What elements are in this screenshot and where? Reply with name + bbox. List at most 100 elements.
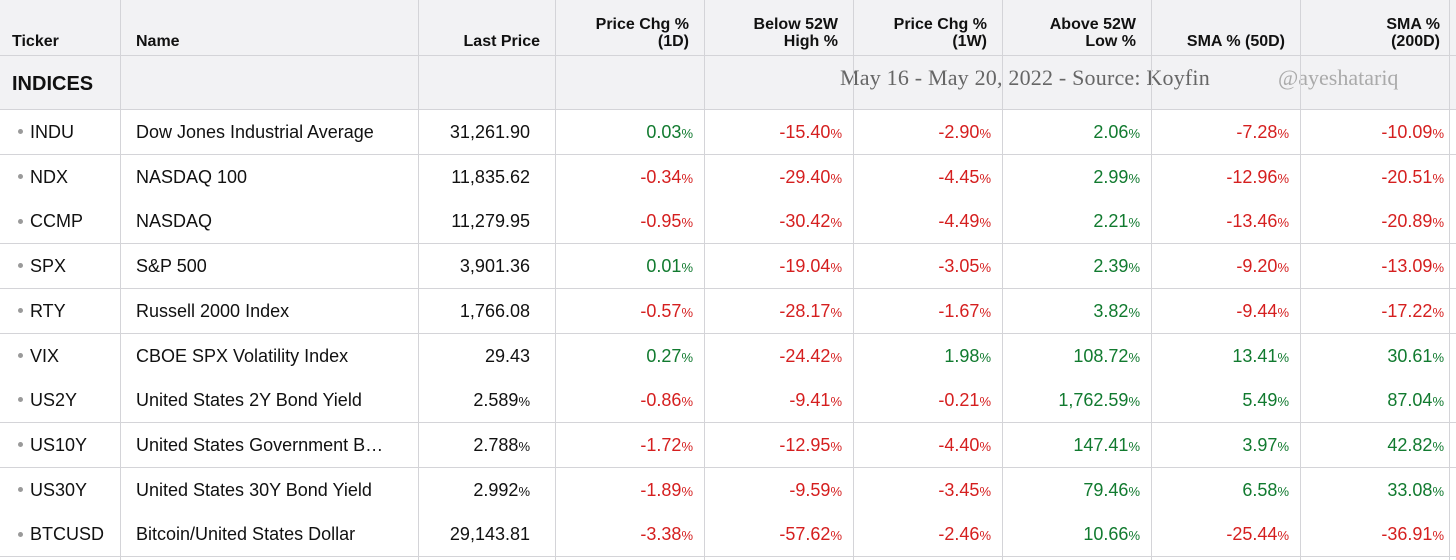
above52-value: 2.06 [1093, 122, 1129, 142]
column-divider [1449, 0, 1450, 560]
ticker-cell[interactable]: INDU [18, 110, 118, 154]
sma50-value: 5.49 [1242, 390, 1278, 411]
below52-cell: -29.40% [705, 155, 842, 199]
table-row[interactable]: NDX NASDAQ 100 11,835.62 -0.34% -29.40% -4.45… [0, 154, 1456, 200]
percent-suffix: % [681, 304, 693, 320]
above52-cell: 2.99% [1003, 155, 1140, 199]
percent-suffix: % [681, 126, 693, 141]
bullet-icon [18, 531, 23, 537]
sma200-value: -13.09 [1381, 256, 1433, 277]
ticker-symbol: INDU [30, 122, 74, 142]
chg1d-cell: 0.27% [556, 334, 693, 378]
percent-suffix: % [681, 215, 693, 231]
last-price-cell: 3,901.36 [420, 244, 530, 288]
above52-value: 2.39 [1093, 256, 1129, 277]
below52-value: -9.41 [789, 390, 831, 411]
above52-value: 2.21 [1093, 211, 1129, 232]
chg1w-cell: 1.98% [854, 334, 991, 378]
column-header[interactable]: Last Price [418, 0, 540, 56]
sma200-value: 42.82 [1387, 434, 1433, 455]
sma200-cell: 30.61% [1301, 334, 1444, 378]
ticker-cell[interactable]: BTCUSD [18, 512, 118, 556]
percent-suffix: % [1432, 483, 1444, 499]
column-header[interactable]: Below 52W High % [705, 0, 838, 56]
last-price-value: 3,901.36 [459, 256, 530, 277]
table-header: Ticker Name Last Price Price Chg % (1D) Below… [0, 0, 1456, 56]
chg1d-cell: -0.34% [556, 155, 693, 199]
column-header[interactable]: Price Chg % (1W) [854, 0, 987, 56]
below52-cell: -15.40% [705, 110, 842, 154]
column-divider [418, 0, 419, 560]
percent-suffix: % [830, 528, 842, 544]
table-row[interactable]: CCMP NASDAQ 11,279.95 -0.95% -30.42% -4.49% 2.… [0, 199, 1456, 245]
ticker-symbol: NDX [30, 166, 69, 187]
above52-cell: 108.72% [1003, 334, 1140, 378]
table-row[interactable]: BTCUSD Bitcoin/United States Dollar 29,143… [0, 512, 1456, 558]
table-row[interactable]: VIX CBOE SPX Volatility Index 29.43 0.27% -2… [0, 333, 1456, 379]
last-price-cell: 29,143.81 [420, 512, 530, 556]
above52-value: 1,762.59 [1058, 390, 1129, 411]
column-divider [853, 0, 854, 560]
table-row[interactable]: INDU Dow Jones Industrial Average 31,261.9… [0, 110, 1456, 155]
above52-cell: 10.66% [1003, 512, 1140, 556]
table-row[interactable]: US10Y United States Government B… 2.788% -1… [0, 422, 1456, 468]
percent-suffix: % [1277, 438, 1289, 454]
percent-suffix: % [830, 349, 842, 365]
percent-suffix: % [681, 349, 693, 365]
ticker-cell[interactable]: CCMP [18, 199, 118, 243]
table-row[interactable]: US30Y United States 30Y Bond Yield 2.992% -… [0, 467, 1456, 513]
last-price-value: 11,835.62 [451, 166, 530, 187]
sma200-value: -20.51 [1381, 166, 1433, 187]
chg1w-cell: -4.45% [854, 155, 991, 199]
chg1d-value: -0.95 [640, 211, 682, 232]
column-header[interactable]: Price Chg % (1D) [556, 0, 689, 56]
chg1d-cell: -0.57% [556, 289, 693, 333]
column-header[interactable]: Ticker [12, 0, 212, 56]
ticker-cell[interactable]: SPX [18, 244, 118, 288]
table-row[interactable]: SPX S&P 500 3,901.36 0.01% -19.04% -3.05% 2.39… [0, 244, 1456, 290]
percent-suffix: % [1432, 438, 1444, 454]
chg1w-cell: -3.05% [854, 244, 991, 288]
below52-value: -12.95 [779, 434, 831, 455]
sma200-cell: -36.91% [1301, 512, 1444, 556]
table-row[interactable]: RTY Russell 2000 Index 1,766.08 -0.57% -28.1… [0, 288, 1456, 334]
bullet-icon [18, 129, 23, 135]
ticker-cell[interactable]: VIX [18, 334, 118, 378]
ticker-cell[interactable]: RTY [18, 289, 118, 333]
column-divider [555, 0, 556, 560]
percent-suffix: % [1277, 349, 1289, 365]
chg1w-value: -4.40 [938, 434, 980, 455]
sma200-value: 87.04 [1387, 390, 1433, 411]
chg1w-cell: -2.90% [854, 110, 991, 154]
table-row[interactable]: US2Y United States 2Y Bond Yield 2.589% -0.… [0, 378, 1456, 424]
name-cell: NASDAQ [136, 211, 213, 232]
chg1d-cell: -0.95% [556, 199, 693, 243]
sma200-value: -17.22 [1381, 300, 1433, 321]
ticker-cell[interactable]: NDX [18, 155, 118, 199]
column-divider [1300, 0, 1301, 560]
sma200-value: -20.89 [1381, 211, 1433, 232]
last-price-value: 31,261.90 [449, 122, 530, 142]
chg1w-value: -2.46 [938, 524, 980, 545]
ticker-cell[interactable]: US10Y [18, 423, 118, 467]
sma50-value: 13.41 [1232, 345, 1278, 366]
percent-suffix: % [830, 438, 842, 454]
ticker-symbol: US2Y [30, 390, 78, 411]
bullet-icon [18, 397, 23, 403]
above52-value: 108.72 [1073, 345, 1129, 366]
percent-suffix: % [979, 126, 991, 141]
percent-suffix: % [518, 438, 530, 454]
column-header[interactable]: SMA % (50D) [1152, 0, 1285, 56]
chg1d-value: -3.38 [640, 524, 682, 545]
percent-suffix: % [518, 483, 530, 499]
chg1d-value: 0.27 [646, 345, 682, 366]
above52-value: 79.46 [1083, 479, 1129, 500]
column-header[interactable]: Above 52W Low % [1003, 0, 1136, 56]
column-header[interactable]: Name [136, 0, 336, 56]
column-header[interactable]: SMA % (200D) [1301, 0, 1440, 56]
column-header-line1: Above 52W [1049, 16, 1136, 33]
percent-suffix: % [979, 394, 991, 410]
ticker-cell[interactable]: US2Y [18, 378, 118, 422]
percent-suffix: % [830, 304, 842, 320]
ticker-cell[interactable]: US30Y [18, 468, 118, 512]
